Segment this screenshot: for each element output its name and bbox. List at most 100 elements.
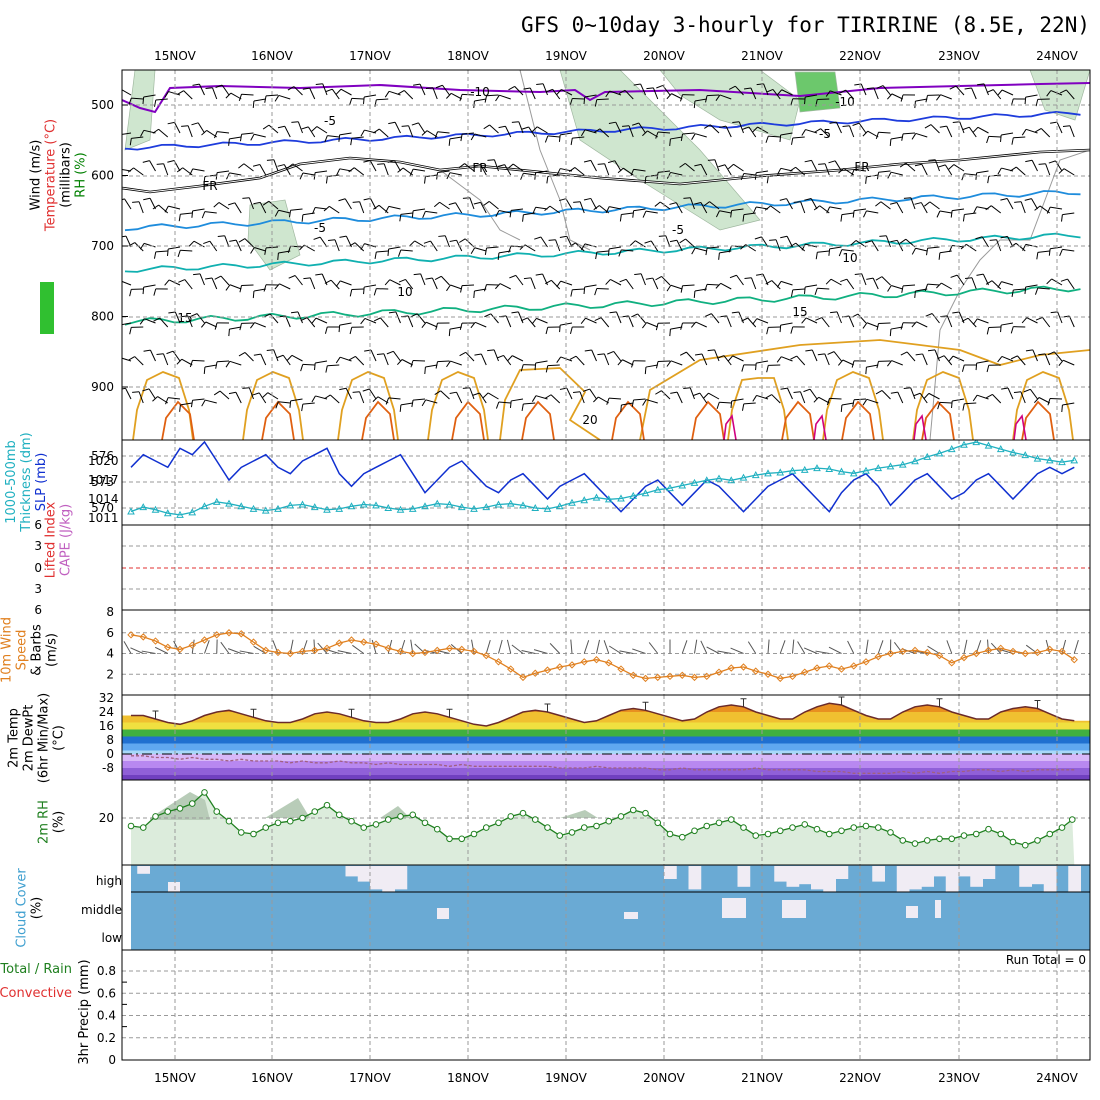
slp-tick: 1020 bbox=[88, 454, 119, 468]
wind-barb-flag bbox=[655, 390, 662, 395]
wind-barb bbox=[282, 354, 291, 366]
wind-barb-flag bbox=[263, 284, 267, 292]
wind-barb-flag bbox=[573, 391, 581, 393]
wind-barb-flag bbox=[191, 210, 194, 218]
wind-barb-flag bbox=[605, 279, 611, 285]
wind-barb-flag bbox=[122, 198, 125, 201]
wind-barb bbox=[180, 249, 193, 252]
wind-barb bbox=[902, 284, 916, 287]
wind-barb bbox=[319, 236, 328, 248]
wind-barb bbox=[983, 83, 989, 96]
thickness-marker bbox=[359, 500, 368, 508]
wind-barb bbox=[278, 209, 291, 214]
panel-label: Wind (m/s) bbox=[29, 140, 44, 211]
wind-barb-flag bbox=[410, 313, 418, 318]
wind-barb-flag bbox=[1059, 89, 1067, 94]
rh2m-peak-fill bbox=[265, 798, 310, 818]
wind-barb-flag bbox=[949, 85, 957, 90]
wind10-marker bbox=[960, 653, 968, 662]
wind-barb-flag bbox=[655, 361, 659, 369]
wind-barb-flag bbox=[338, 198, 346, 202]
rh2m-marker bbox=[360, 824, 368, 831]
wind-barb bbox=[647, 130, 659, 138]
wind-barb bbox=[243, 163, 254, 172]
wind-barb-flag bbox=[473, 201, 481, 205]
wind-barb-flag bbox=[507, 355, 513, 362]
rh2m-marker bbox=[764, 830, 772, 838]
wind-barb-flag bbox=[495, 94, 500, 102]
thickness-marker bbox=[727, 476, 736, 484]
wind-barb-flag bbox=[928, 159, 936, 161]
wind-barb-flag bbox=[544, 394, 552, 399]
wind-barb bbox=[205, 321, 217, 328]
wind-barb bbox=[253, 98, 266, 102]
wind-barb bbox=[1063, 168, 1075, 176]
wind-barb bbox=[184, 279, 193, 290]
wind-barb bbox=[661, 276, 671, 286]
wind-barb-flag bbox=[852, 399, 855, 407]
wind-barb bbox=[192, 398, 205, 401]
wind10-barb bbox=[313, 639, 316, 654]
wind-barb bbox=[830, 278, 842, 286]
wind-barb-flag bbox=[470, 133, 476, 141]
wind-barb bbox=[450, 92, 462, 100]
temp-contour-hot bbox=[921, 400, 955, 440]
wind-barb bbox=[1015, 166, 1026, 176]
wind-barb-flag bbox=[483, 284, 487, 292]
wind-barb bbox=[267, 392, 279, 400]
wind-barb-flag bbox=[188, 240, 195, 247]
rh2m-marker bbox=[801, 821, 809, 828]
wind-barb-flag bbox=[817, 353, 825, 356]
wind-barb bbox=[529, 87, 536, 100]
precip-plot-area bbox=[122, 950, 1090, 1060]
temp-tick: -8 bbox=[102, 761, 114, 775]
wind-barb bbox=[968, 126, 977, 138]
wind-barb bbox=[150, 349, 156, 362]
wind-barb bbox=[661, 390, 671, 400]
wind-barb-flag bbox=[789, 166, 796, 172]
thickness-marker bbox=[335, 504, 344, 512]
wind-barb-flag bbox=[619, 278, 627, 283]
temp-contour-hot bbox=[841, 400, 875, 440]
cloud-high-gap bbox=[137, 866, 150, 874]
wind-barb bbox=[743, 402, 756, 405]
wind-barb-flag bbox=[1010, 326, 1014, 334]
wind-barb bbox=[820, 128, 830, 138]
wind-barb bbox=[1001, 355, 1014, 362]
wind-barb bbox=[676, 391, 683, 404]
wind-barb-flag bbox=[620, 404, 622, 412]
date-tick-bottom: 20NOV bbox=[643, 1071, 685, 1085]
wind-barb bbox=[241, 93, 254, 96]
wind-barb-flag bbox=[142, 160, 150, 163]
wind-barb-flag bbox=[277, 252, 279, 260]
wind-barb-flag bbox=[776, 356, 782, 363]
wind-barb-flag bbox=[177, 250, 181, 258]
wind-barb-flag bbox=[644, 176, 647, 184]
wind-barb bbox=[302, 363, 315, 366]
rh2m-marker bbox=[617, 813, 625, 820]
wind-barb-flag bbox=[818, 163, 826, 165]
wind-barb-flag bbox=[866, 87, 874, 90]
wind-barb bbox=[724, 164, 732, 176]
date-tick-top: 18NOV bbox=[447, 49, 489, 63]
wind-barb bbox=[881, 390, 891, 400]
wind10-marker bbox=[678, 671, 686, 679]
wind-barb-flag bbox=[642, 399, 647, 406]
wind-barb-flag bbox=[142, 388, 150, 392]
wind10-marker bbox=[862, 658, 870, 666]
rh-shade-area bbox=[659, 70, 801, 141]
date-tick-top: 17NOV bbox=[349, 49, 391, 63]
wind-barb-flag bbox=[801, 243, 806, 251]
panel-label: Lifted Index bbox=[44, 501, 59, 578]
cloud-high-gap bbox=[737, 866, 751, 887]
wind-barb-flag bbox=[828, 160, 836, 164]
wind-barb-flag bbox=[328, 239, 336, 241]
wind-barb-flag bbox=[927, 349, 936, 352]
wind-barb-flag bbox=[409, 168, 414, 176]
wind-barb bbox=[609, 246, 622, 250]
wind-barb-flag bbox=[805, 349, 813, 352]
wind-barb-flag bbox=[425, 277, 433, 280]
wind-barb-flag bbox=[324, 279, 332, 284]
wind-barb-flag bbox=[544, 135, 549, 143]
